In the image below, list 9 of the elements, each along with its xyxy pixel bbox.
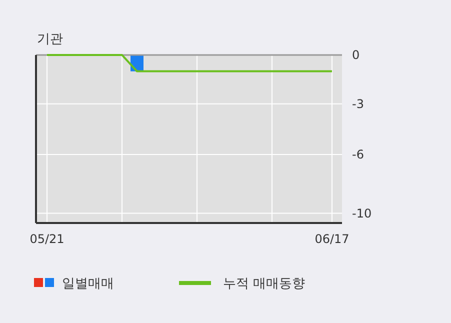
legend-label: 일별매매	[62, 276, 114, 292]
x-tick-label: 06/17	[314, 232, 350, 246]
y-tick-label: -3	[352, 97, 364, 112]
chart-title: 기관	[37, 32, 63, 47]
x-tick-label: 05/21	[30, 232, 64, 246]
legend-label: 누적 매매동향	[223, 276, 306, 292]
y-tick-label: 0	[352, 48, 360, 62]
y-tick-label: -10	[352, 206, 372, 220]
y-tick-label: -6	[352, 148, 364, 162]
